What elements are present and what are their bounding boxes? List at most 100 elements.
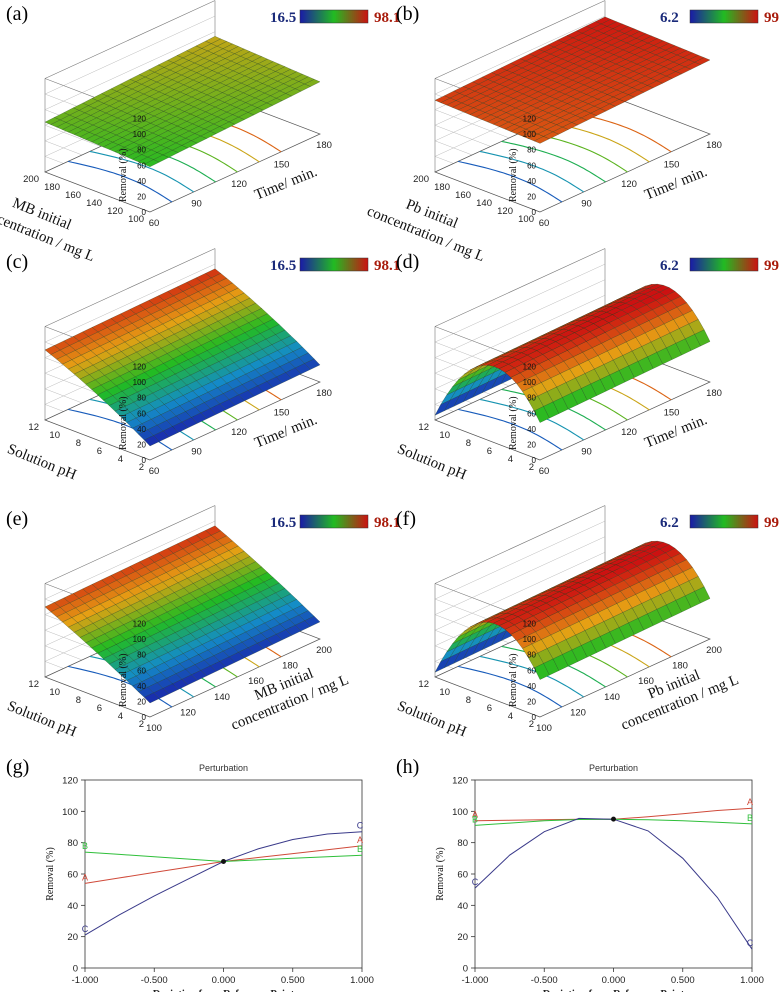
colorbar-min: 16.5: [270, 258, 296, 274]
z-tick-label: 120: [523, 363, 537, 372]
colorbar-min: 16.5: [270, 515, 296, 531]
x-tick-label: 120: [231, 427, 247, 438]
y-axis-title: Solution pH: [5, 441, 79, 483]
z-tick-label: 0: [142, 713, 147, 722]
x-tick-label: 180: [672, 661, 688, 672]
y-tick-label: 8: [76, 695, 81, 706]
x-tick-label: -1.000: [462, 975, 489, 986]
z-tick-label: 40: [527, 682, 536, 691]
x-tick-label: 100: [536, 723, 552, 734]
z-tick-label: 40: [527, 425, 536, 434]
y-axis-title: Removal (%): [435, 847, 446, 901]
contour-line: [457, 665, 563, 708]
series-start-label-B: B: [472, 814, 478, 824]
x-tick-label: 150: [274, 408, 290, 419]
y-tick-label: 200: [23, 174, 39, 185]
series-end-label-C: C: [357, 821, 364, 831]
colorbar: [689, 514, 759, 529]
y-tick-label: 12: [418, 422, 429, 433]
z-tick-label: 120: [523, 620, 537, 629]
z-tick-label: 80: [527, 394, 536, 403]
y-tick-label: 8: [466, 438, 471, 449]
z-tick-label: 0: [142, 208, 147, 217]
z-axis-title: Removal (%): [508, 148, 519, 202]
wall-grid-line: [434, 279, 606, 398]
z-tick-label: 40: [137, 682, 146, 691]
perturbation-panel-h: (h) Perturbation 0 20 40 60 80 100 120 -1.000 -0.5…: [396, 756, 764, 992]
surface: [434, 540, 711, 680]
x-tick-label: -0.500: [141, 975, 168, 986]
y-tick-label: 120: [497, 206, 513, 217]
box-edge: [44, 0, 216, 79]
x-tick-label: 150: [664, 160, 680, 171]
x-tick-label: 150: [664, 408, 680, 419]
z-tick-label: 60: [137, 666, 146, 675]
y-tick-label: 4: [508, 454, 513, 465]
x-axis-title: Deviation from Reference Point: [543, 989, 685, 992]
surface-cell: [694, 57, 711, 65]
x-tick-label: 60: [149, 218, 160, 229]
x-tick-label: 140: [604, 692, 620, 703]
surface: [44, 36, 321, 167]
wall-grid-line: [434, 536, 606, 655]
box-edge: [434, 0, 606, 79]
reference-point: [221, 858, 226, 864]
z-tick-label: 120: [133, 363, 147, 372]
x-tick-label: 200: [316, 645, 332, 656]
z-axis: 0 20 40 60 80 100 120 Removal (%): [118, 363, 147, 466]
z-tick-label: 60: [137, 409, 146, 418]
surface: [434, 283, 711, 423]
series-start-label-C: C: [472, 877, 479, 887]
panel-label: (a): [6, 3, 28, 25]
x-tick-label: 100: [146, 723, 162, 734]
panel-label: (h): [396, 756, 419, 778]
series-start-label-A: A: [472, 810, 478, 820]
x-tick-label: 200: [706, 645, 722, 656]
x-tick-label: 0.500: [671, 975, 695, 986]
z-tick-label: 40: [527, 177, 536, 186]
x-tick-label: -0.500: [531, 975, 558, 986]
perturbation-panel-g: (g) Perturbation 0 20 40 60 80 100 120 -1.000 -0.5…: [6, 756, 374, 992]
y-tick-label: 2: [139, 462, 144, 473]
y-tick-label: 100: [452, 807, 468, 818]
z-tick-label: 60: [527, 666, 536, 675]
colorbar-max: 99.8: [764, 258, 779, 274]
y-axis-title: Removal (%): [45, 847, 56, 901]
y-axis-title: Solution pH: [395, 441, 469, 483]
z-tick-label: 100: [133, 635, 147, 644]
x-tick-label: 120: [180, 707, 196, 718]
x-tick-label: 120: [621, 427, 637, 438]
colorbar-max: 99.8: [764, 10, 779, 26]
y-tick-label: 200: [413, 174, 429, 185]
x-tick-label: 90: [581, 447, 592, 458]
colorbar-min: 6.2: [660, 10, 679, 26]
series-end-label-B: B: [357, 844, 363, 854]
series-end-label-C: C: [747, 938, 754, 948]
panel-label: (c): [6, 251, 28, 273]
contour-line: [457, 408, 563, 451]
colorbar-min: 6.2: [660, 515, 679, 531]
y-tick-label: 60: [457, 870, 468, 881]
colorbar-min: 6.2: [660, 258, 679, 274]
x-tick-label: 120: [231, 179, 247, 190]
z-tick-label: 20: [527, 192, 536, 201]
z-tick-label: 80: [527, 651, 536, 660]
series-start-label-C: C: [82, 924, 89, 934]
y-tick-label: 2: [139, 719, 144, 730]
x-tick-label: 160: [248, 676, 264, 687]
z-tick-label: 0: [532, 456, 537, 465]
surface-panel-f: (f) 6.2 99.8 0 20 40 60 80 100 120 Removal (%) 100 1…: [395, 505, 779, 740]
y-tick-label: 160: [65, 190, 81, 201]
colorbar-max: 98.1: [374, 10, 400, 26]
surface: [44, 525, 321, 704]
z-tick-label: 20: [137, 697, 146, 706]
z-axis-title: Removal (%): [118, 396, 129, 450]
x-tick-label: 60: [149, 466, 160, 477]
y-tick-label: 20: [67, 932, 78, 943]
y-tick-label: 120: [452, 776, 468, 787]
x-tick-label: 120: [621, 179, 637, 190]
surface-panel-a: (a) 16.5 98.1 0 20 40 60 80 100 120 Removal (%) 60 9…: [0, 0, 400, 265]
x-tick-label: 160: [638, 676, 654, 687]
x-tick-label: 0.500: [281, 975, 305, 986]
